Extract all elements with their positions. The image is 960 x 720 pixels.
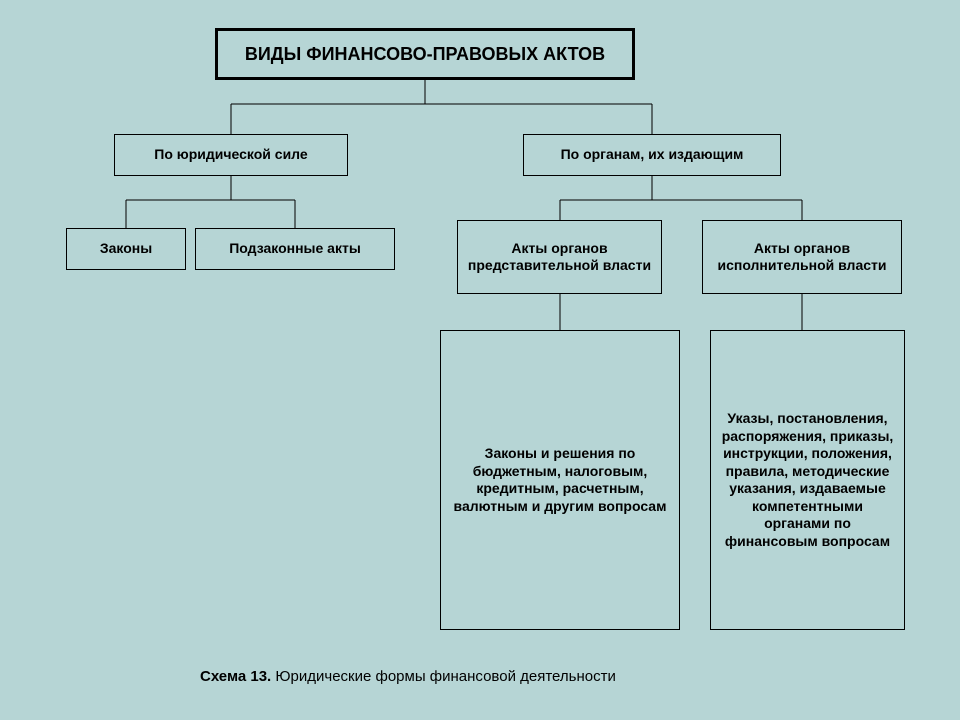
node-sublaws: Подзаконные акты	[195, 228, 395, 270]
node-laws-label: Законы	[100, 240, 152, 258]
node-rep-power-label: Акты органов представительной власти	[466, 240, 653, 275]
node-by-force: По юридической силе	[114, 134, 348, 176]
node-exec-power: Акты органов исполнительной власти	[702, 220, 902, 294]
caption-rest: Юридические формы финансовой деятельност…	[271, 668, 616, 685]
title-box: ВИДЫ ФИНАНСОВО-ПРАВОВЫХ АКТОВ	[215, 28, 635, 80]
node-laws: Законы	[66, 228, 186, 270]
node-exec-detail: Указы, постановления, распоряжения, прик…	[710, 330, 905, 630]
node-sublaws-label: Подзаконные акты	[229, 240, 361, 258]
node-by-issuer: По органам, их издающим	[523, 134, 781, 176]
node-by-issuer-label: По органам, их издающим	[561, 146, 744, 164]
node-rep-detail: Законы и решения по бюджетным, налоговым…	[440, 330, 680, 630]
node-exec-power-label: Акты органов исполнительной власти	[711, 240, 893, 275]
caption-bold: Схема 13.	[200, 668, 271, 685]
node-by-force-label: По юридической силе	[154, 146, 307, 164]
node-exec-detail-label: Указы, постановления, распоряжения, прик…	[719, 410, 896, 550]
caption: Схема 13. Юридические формы финансовой д…	[200, 668, 616, 685]
title-text: ВИДЫ ФИНАНСОВО-ПРАВОВЫХ АКТОВ	[245, 43, 605, 66]
node-rep-detail-label: Законы и решения по бюджетным, налоговым…	[449, 445, 671, 515]
node-rep-power: Акты органов представительной власти	[457, 220, 662, 294]
